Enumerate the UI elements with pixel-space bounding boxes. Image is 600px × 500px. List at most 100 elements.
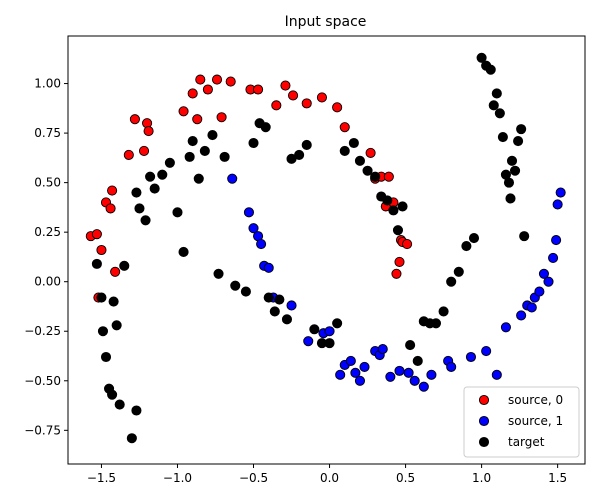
point-series-0 [339,122,350,133]
point-series-1 [516,310,527,321]
point-series-1 [359,361,370,372]
point-series-2 [485,64,496,75]
legend-marker [478,394,490,406]
point-series-2 [332,318,343,329]
point-series-0 [225,76,236,87]
point-series-1 [335,369,346,380]
point-series-2 [219,151,230,162]
point-series-0 [129,114,140,125]
point-series-2 [348,137,359,149]
axes-frame [67,35,586,465]
x-tick-label: −0.5 [239,471,268,485]
point-series-0 [107,185,118,196]
point-series-2 [230,280,241,291]
point-series-2 [370,171,381,182]
point-series-2 [187,135,198,147]
point-series-1 [526,302,537,313]
point-series-1 [324,326,335,337]
point-series-2 [145,171,156,182]
point-series-0 [211,74,223,85]
x-tick-label: 0.0 [320,471,339,485]
x-tick-label: −1.0 [163,471,192,485]
point-series-2 [263,292,274,303]
point-series-0 [91,229,102,240]
point-series-2 [388,205,399,216]
point-series-2 [119,260,130,271]
point-series-2 [111,320,122,331]
y-tick-label: 1.00 [34,77,61,91]
point-series-1 [491,369,502,380]
point-series-2 [509,165,521,176]
point-series-1 [548,252,559,263]
point-series-2 [91,258,102,269]
chart-title: Input space [285,14,367,30]
point-series-2 [339,145,350,156]
point-series-0 [216,112,227,123]
point-series-2 [294,149,305,160]
point-series-1 [551,235,562,246]
legend-label: target [508,435,545,449]
point-series-2 [488,100,499,111]
point-series-2 [269,306,280,317]
y-axis: −0.75 −0.50 −0.25 0.00 0.25 0.50 0.75 1.00 [24,77,68,437]
x-tick-label: 1.5 [548,471,567,485]
point-series-2 [131,405,142,416]
point-series-0 [287,90,299,101]
point-series-0 [280,80,291,91]
point-series-0 [96,244,107,256]
point-series-0 [105,203,116,214]
y-tick-label: 0.50 [34,176,61,190]
point-series-2 [100,351,112,363]
point-series-2 [468,233,480,244]
point-series-2 [193,173,204,184]
point-series-0 [332,102,343,113]
legend: source, 0 source, 1 target [463,386,580,458]
point-series-2 [494,108,505,119]
point-series-2 [513,135,524,147]
point-series-2 [505,193,516,204]
point-series-2 [164,157,175,168]
point-series-2 [97,326,109,337]
point-series-2 [260,122,271,133]
point-series-2 [309,324,320,335]
point-series-2 [506,155,518,166]
point-series-1 [543,276,554,287]
point-series-2 [382,195,393,206]
legend-label: source, 1 [508,414,563,428]
point-series-0 [178,106,189,117]
point-series-1 [394,365,405,376]
point-series-1 [534,286,545,297]
point-series-2 [362,165,373,176]
point-series-1 [446,361,457,372]
point-series-0 [301,98,312,109]
y-tick-label: 0.75 [34,126,61,140]
point-series-1 [286,300,297,311]
point-series-2 [107,389,118,400]
point-series-2 [461,240,472,252]
point-series-2 [184,151,195,162]
point-series-0 [271,100,282,111]
point-series-2 [281,314,293,325]
point-series-1 [350,367,361,378]
point-series-2 [430,318,442,329]
y-tick-label: 0.00 [34,275,61,289]
legend-marker [478,415,490,427]
point-series-1 [248,223,259,234]
point-series-2 [491,88,502,99]
point-series-2 [392,225,404,236]
point-series-2 [157,169,168,180]
point-series-1 [426,369,437,380]
point-series-0 [138,145,150,156]
point-series-0 [253,84,264,95]
y-tick-label: −0.50 [24,374,61,388]
point-series-2 [412,355,423,367]
point-series-1 [243,207,254,218]
point-series-1 [465,351,477,363]
point-series-2 [446,276,457,287]
point-series-2 [248,137,259,149]
point-series-0 [394,256,405,267]
point-series-0 [316,92,327,103]
point-series-2 [149,183,160,194]
